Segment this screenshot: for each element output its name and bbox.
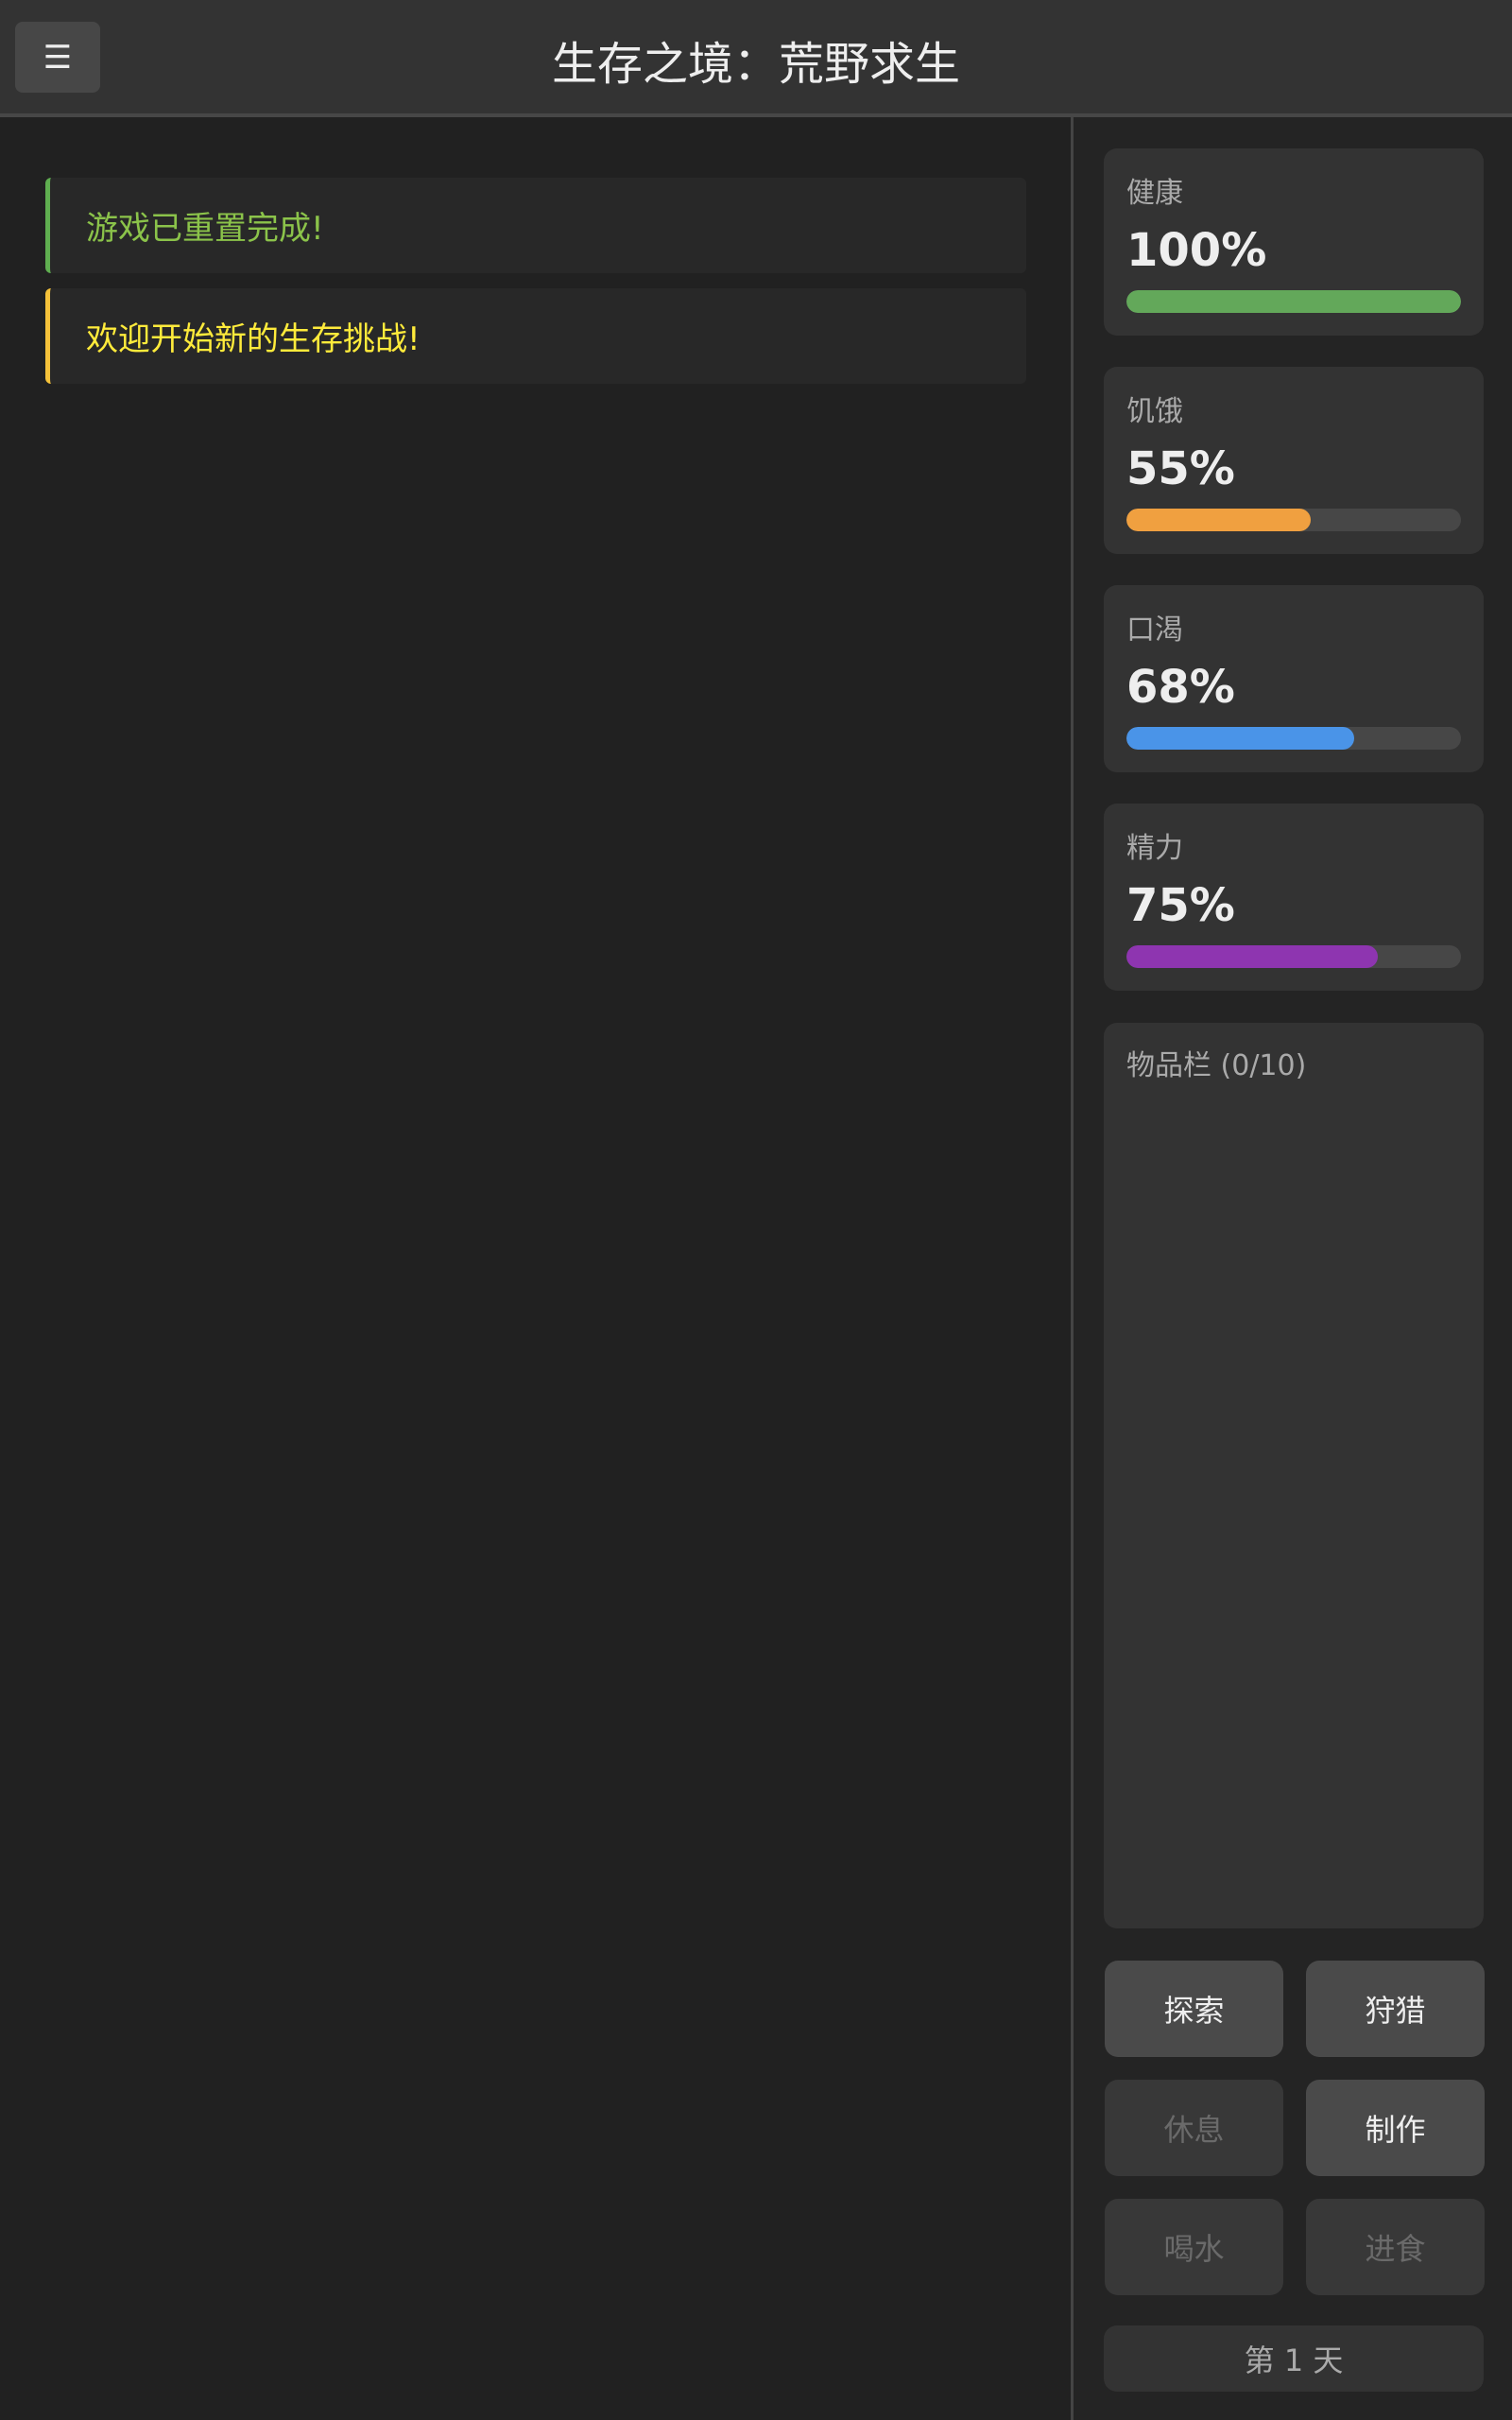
stat-bar-fill (1126, 727, 1354, 750)
stat-bar-fill (1126, 509, 1311, 531)
stat-card-health: 健康 100% (1104, 148, 1484, 336)
stat-card-hunger: 饥饿 55% (1104, 367, 1484, 554)
panel-divider (1071, 117, 1074, 2420)
message-item: 欢迎开始新的生存挑战! (45, 288, 1026, 384)
stat-bar (1126, 727, 1461, 750)
stat-label: 口渴 (1126, 614, 1183, 647)
stat-value: 68% (1126, 661, 1235, 714)
inventory-panel: 物品栏 (0/10) (1104, 1023, 1484, 1928)
stat-label: 饥饿 (1126, 395, 1183, 428)
stat-bar (1126, 945, 1461, 968)
status-panel: 健康 100% 饥饿 55% 口渴 68% 精力 75% 物品栏 (0/10) 探索 狩… (1074, 117, 1512, 2420)
stat-value: 55% (1126, 442, 1235, 495)
stat-bar-fill (1126, 290, 1461, 313)
menu-icon: ☰ (43, 38, 73, 77)
day-counter: 第 1 天 (1104, 2325, 1484, 2392)
message-text: 游戏已重置完成! (86, 210, 324, 248)
explore-button[interactable]: 探索 (1105, 1961, 1283, 2057)
hunt-button[interactable]: 狩猎 (1306, 1961, 1485, 2057)
message-log: 游戏已重置完成! 欢迎开始新的生存挑战! (0, 117, 1071, 2420)
menu-button[interactable]: ☰ (15, 22, 100, 93)
stat-label: 精力 (1126, 832, 1183, 865)
eat-button[interactable]: 进食 (1306, 2199, 1485, 2295)
inventory-label: 物品栏 (0/10) (1126, 1049, 1307, 1082)
stat-value: 75% (1126, 879, 1235, 932)
page-title: 生存之境：荒野求生 (551, 38, 960, 91)
stat-bar-fill (1126, 945, 1378, 968)
stat-bar (1126, 290, 1461, 313)
rest-button[interactable]: 休息 (1105, 2080, 1283, 2176)
stat-label: 健康 (1126, 177, 1183, 210)
header: ☰ 生存之境：荒野求生 (0, 0, 1512, 117)
message-item: 游戏已重置完成! (45, 178, 1026, 273)
stat-bar (1126, 509, 1461, 531)
stat-card-energy: 精力 75% (1104, 804, 1484, 991)
craft-button[interactable]: 制作 (1306, 2080, 1485, 2176)
message-text: 欢迎开始新的生存挑战! (86, 320, 421, 358)
stat-value: 100% (1126, 224, 1267, 277)
drink-button[interactable]: 喝水 (1105, 2199, 1283, 2295)
stat-card-thirst: 口渴 68% (1104, 585, 1484, 772)
